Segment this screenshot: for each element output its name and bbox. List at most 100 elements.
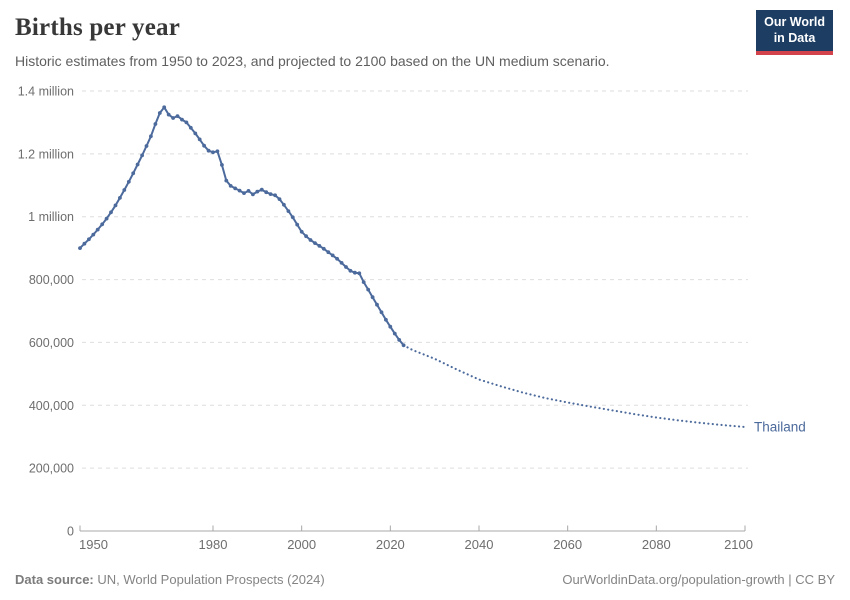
page-title: Births per year <box>15 14 181 41</box>
x-axis-tick-label: 2000 <box>287 537 316 552</box>
x-axis-tick-label: 2040 <box>465 537 494 552</box>
data-point-marker <box>299 229 304 234</box>
data-point-marker <box>379 310 384 315</box>
data-point-marker <box>304 234 308 239</box>
data-point-marker <box>251 192 255 197</box>
data-point-marker <box>184 120 189 125</box>
data-point-marker <box>109 210 113 215</box>
data-point-marker <box>188 125 193 130</box>
y-axis-tick-label: 1.2 million <box>18 147 74 161</box>
data-point-marker <box>113 203 118 208</box>
data-point-marker <box>237 188 242 193</box>
data-point-marker <box>344 265 348 269</box>
data-point-marker <box>361 280 366 284</box>
data-point-marker <box>295 222 300 227</box>
data-point-marker <box>317 244 322 248</box>
data-point-marker <box>144 144 149 148</box>
data-point-marker <box>175 114 180 118</box>
owid-logo-line2: in Data <box>773 30 816 45</box>
data-point-marker <box>273 193 277 198</box>
data-point-marker <box>140 153 145 158</box>
data-point-marker <box>388 324 393 329</box>
data-point-marker <box>255 189 260 194</box>
data-point-marker <box>277 197 282 201</box>
data-point-marker <box>313 241 317 246</box>
data-source-label: Data source: <box>15 572 94 587</box>
data-source-value: UN, World Population Prospects (2024) <box>93 572 325 587</box>
data-point-marker <box>357 271 362 276</box>
chart-footer: Data source: UN, World Population Prospe… <box>15 572 835 587</box>
credit-line: OurWorldinData.org/population-growth | C… <box>562 572 835 587</box>
data-point-marker <box>206 148 211 153</box>
data-point-marker <box>366 287 371 292</box>
data-point-marker <box>91 232 96 237</box>
births-line-chart: 0 200,000 400,000 600,000 800,000 1 million 1.… <box>18 85 806 553</box>
data-point-marker <box>122 188 127 192</box>
data-point-marker <box>308 238 313 242</box>
data-point-marker <box>282 202 286 207</box>
data-point-marker <box>326 250 331 255</box>
data-point-marker <box>131 171 136 176</box>
data-point-marker <box>149 134 153 139</box>
data-point-marker <box>87 237 91 242</box>
data-point-marker <box>104 216 109 221</box>
x-axis-tick-label: 2080 <box>642 537 671 552</box>
data-point-marker <box>246 189 251 193</box>
data-point-marker <box>220 163 224 167</box>
owid-logo-line1: Our World <box>764 15 825 29</box>
data-point-marker <box>335 256 339 261</box>
data-point-marker <box>135 162 140 167</box>
data-point-marker <box>353 270 357 275</box>
data-point-marker <box>233 186 238 191</box>
data-point-marker <box>166 112 171 117</box>
data-point-marker <box>193 131 198 136</box>
data-point-marker <box>330 253 335 258</box>
y-axis-tick-label: 600,000 <box>29 336 74 350</box>
data-point-marker <box>162 105 167 110</box>
data-point-marker <box>268 192 273 196</box>
data-point-marker <box>224 178 229 183</box>
data-point-marker <box>264 190 269 195</box>
data-point-marker <box>384 317 388 322</box>
data-point-marker <box>339 261 344 265</box>
x-axis-tick-label: 1980 <box>199 537 228 552</box>
chart-subtitle: Historic estimates from 1950 to 2023, an… <box>15 53 610 69</box>
data-point-marker <box>370 295 375 300</box>
x-axis-tick-label: 2100 <box>724 537 753 552</box>
data-point-marker <box>215 149 220 154</box>
data-point-marker <box>259 187 264 192</box>
y-axis-tick-label: 1.4 million <box>18 85 74 99</box>
data-point-marker <box>157 111 162 115</box>
data-point-marker <box>118 196 122 200</box>
data-point-marker <box>78 246 82 251</box>
y-axis-tick-label: 200,000 <box>29 462 74 476</box>
x-axis-tick-label: 2020 <box>376 537 405 552</box>
data-point-marker <box>228 184 233 188</box>
data-point-marker <box>290 215 295 220</box>
x-axis-tick-label: 1950 <box>79 537 108 552</box>
y-axis-tick-label: 800,000 <box>29 273 74 287</box>
data-point-marker <box>95 227 100 232</box>
data-point-marker <box>392 331 397 336</box>
data-point-marker <box>202 143 207 148</box>
data-point-marker <box>397 338 402 342</box>
historic-line <box>79 106 405 347</box>
data-point-marker <box>286 209 291 214</box>
y-axis-tick-label: 1 million <box>28 210 74 224</box>
entity-label: Thailand <box>754 419 806 434</box>
data-point-marker <box>321 246 326 251</box>
data-point-marker <box>348 268 353 273</box>
data-point-marker <box>100 222 105 227</box>
data-point-marker <box>82 241 87 246</box>
data-point-marker <box>242 191 246 195</box>
owid-logo: Our World in Data <box>756 10 833 56</box>
x-axis-tick-label: 2060 <box>553 537 582 552</box>
data-point-marker <box>180 117 184 122</box>
y-axis-tick-label: 0 <box>67 525 74 539</box>
data-point-marker <box>153 122 158 126</box>
data-point-marker <box>197 137 202 142</box>
data-point-marker <box>375 302 379 307</box>
data-point-marker <box>211 150 215 155</box>
y-axis-tick-label: 400,000 <box>29 399 74 413</box>
